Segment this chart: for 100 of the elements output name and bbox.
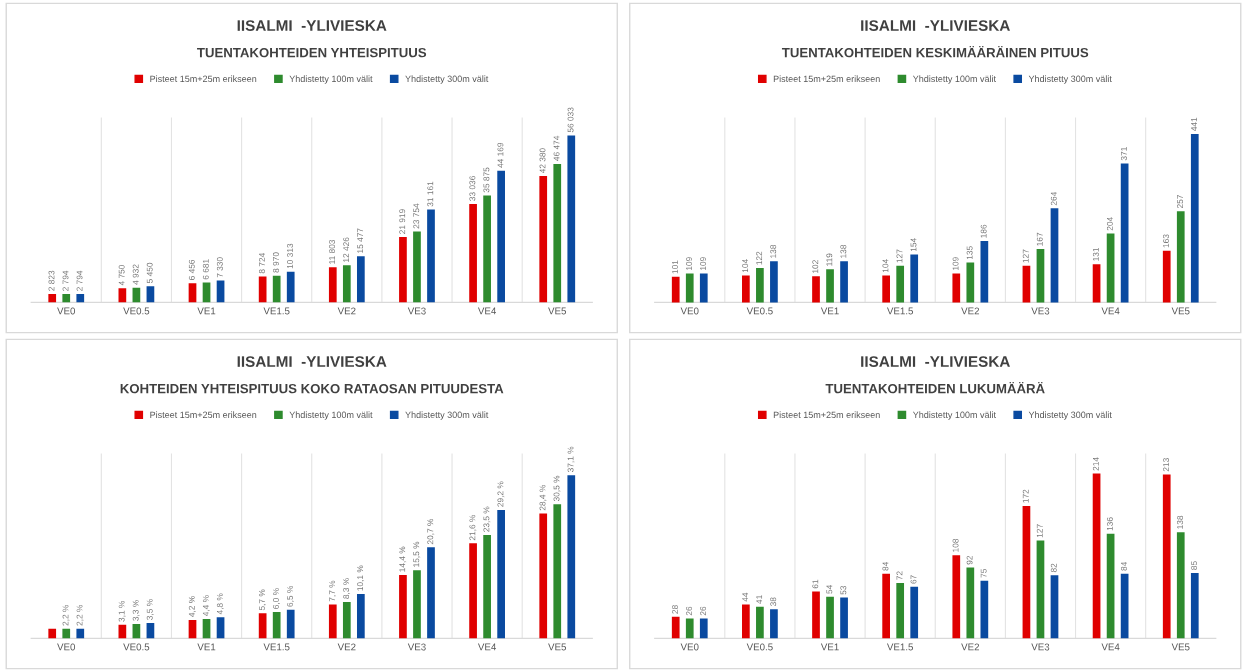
data-label: 7 330 bbox=[216, 257, 223, 278]
data-label: 6,5 % bbox=[287, 586, 294, 607]
bar bbox=[539, 176, 548, 303]
x-tick-label: VE5 bbox=[1171, 643, 1190, 651]
data-label: 135 bbox=[966, 246, 973, 260]
x-tick-label: VE0.5 bbox=[123, 307, 150, 315]
legend-label: Yhdistetty 300m välit bbox=[1028, 75, 1112, 84]
data-label: 119 bbox=[826, 253, 833, 266]
data-label: 109 bbox=[952, 257, 959, 271]
chart-title: IISALMI -YLIVIESKA bbox=[237, 20, 387, 31]
bar bbox=[770, 609, 778, 639]
bar bbox=[202, 282, 211, 303]
data-label: 37,1 % bbox=[567, 446, 575, 473]
bar bbox=[1190, 572, 1199, 639]
bar bbox=[328, 267, 337, 303]
data-label: 54 bbox=[826, 585, 833, 594]
x-tick-label: VE0.5 bbox=[123, 643, 150, 651]
x-tick-label: VE1 bbox=[197, 307, 216, 315]
data-label: 138 bbox=[770, 244, 777, 258]
bar bbox=[567, 475, 576, 639]
data-label: 61 bbox=[812, 579, 819, 589]
bar bbox=[742, 604, 750, 639]
data-label: 15 477 bbox=[357, 228, 364, 253]
data-label: 109 bbox=[686, 257, 692, 271]
data-label: 441 bbox=[1191, 117, 1197, 132]
bar bbox=[286, 271, 295, 303]
data-label: 4,4 % bbox=[202, 595, 210, 617]
data-label: 138 bbox=[1177, 515, 1183, 529]
bar bbox=[1106, 533, 1115, 639]
x-tick-label: VE4 bbox=[477, 643, 497, 651]
data-label: 154 bbox=[910, 238, 917, 252]
bar bbox=[413, 231, 421, 303]
data-label: 8 724 bbox=[258, 253, 265, 274]
x-tick-label: VE5 bbox=[548, 643, 567, 651]
bar bbox=[882, 573, 891, 639]
bar bbox=[356, 593, 365, 639]
data-label: 213 bbox=[1163, 458, 1169, 472]
x-tick-label: VE1 bbox=[820, 307, 839, 315]
x-tick-label: VE0 bbox=[57, 307, 76, 315]
legend-label: Pisteet 15m+25m erikseen bbox=[150, 411, 257, 418]
data-label: 371 bbox=[1120, 147, 1127, 161]
data-label: 264 bbox=[1050, 191, 1057, 206]
data-label: 6 456 bbox=[188, 259, 195, 280]
bar bbox=[699, 618, 708, 639]
bar bbox=[188, 283, 197, 303]
data-label: 104 bbox=[882, 259, 889, 273]
data-label: 23 754 bbox=[413, 203, 420, 229]
bar bbox=[356, 256, 365, 303]
bar bbox=[258, 613, 267, 639]
bar bbox=[216, 617, 225, 639]
data-label: 2 794 bbox=[76, 270, 83, 291]
bar bbox=[483, 535, 491, 639]
data-label: 46 474 bbox=[553, 135, 560, 161]
data-label: 82 bbox=[1050, 563, 1057, 573]
data-label: 4,8 % bbox=[216, 593, 224, 615]
data-label: 101 bbox=[672, 260, 678, 274]
bar bbox=[399, 575, 407, 639]
bar bbox=[1022, 505, 1031, 639]
bar bbox=[497, 509, 505, 639]
data-label: 257 bbox=[1177, 195, 1183, 209]
chart-title: IISALMI -YLIVIESKA bbox=[861, 20, 1010, 31]
x-tick-label: VE0.5 bbox=[746, 307, 773, 315]
bar bbox=[342, 601, 351, 639]
x-tick-label: VE1.5 bbox=[886, 643, 914, 651]
data-label: 72 bbox=[896, 571, 903, 580]
data-label: 3,3 % bbox=[132, 600, 140, 621]
data-label: 186 bbox=[980, 224, 987, 238]
data-label: 2 823 bbox=[48, 270, 55, 291]
bar bbox=[146, 286, 155, 303]
data-label: 163 bbox=[1163, 234, 1169, 248]
x-tick-label: VE4 bbox=[477, 307, 497, 315]
x-tick-label: VE1.5 bbox=[263, 643, 290, 651]
chart-subtitle: KOHTEIDEN YHTEISPITUUS KOKO RATAOSAN PITUUDESTA bbox=[120, 383, 504, 394]
data-label: 167 bbox=[1036, 232, 1043, 246]
data-label: 7,7 % bbox=[329, 580, 337, 602]
bar bbox=[1120, 573, 1129, 639]
x-tick-label: VE4 bbox=[1101, 307, 1120, 315]
bar bbox=[826, 596, 834, 639]
bar bbox=[118, 288, 127, 303]
x-tick-label: VE0 bbox=[57, 643, 76, 651]
data-label: 21,6 % bbox=[469, 514, 477, 541]
bar bbox=[76, 294, 85, 303]
bar bbox=[483, 195, 491, 303]
bar bbox=[427, 547, 435, 639]
data-label: 127 bbox=[1022, 249, 1029, 263]
bar bbox=[258, 276, 267, 303]
bar bbox=[567, 135, 576, 303]
x-tick-label: VE3 bbox=[407, 643, 426, 651]
data-label: 8 970 bbox=[273, 252, 279, 273]
data-label: 10 313 bbox=[287, 243, 293, 269]
data-label: 30,5 % bbox=[553, 475, 561, 502]
bar bbox=[980, 580, 989, 639]
x-tick-label: VE2 bbox=[337, 307, 356, 315]
data-label: 84 bbox=[1120, 561, 1127, 571]
bar bbox=[1092, 473, 1101, 639]
data-label: 5,7 % bbox=[259, 589, 266, 611]
legend-label: Pisteet 15m+25m erikseen bbox=[773, 75, 880, 82]
data-label: 204 bbox=[1106, 217, 1113, 231]
chart-subtitle: TUENTAKOHTEIDEN YHTEISPITUUS bbox=[197, 47, 427, 58]
data-label: 214 bbox=[1092, 457, 1099, 471]
